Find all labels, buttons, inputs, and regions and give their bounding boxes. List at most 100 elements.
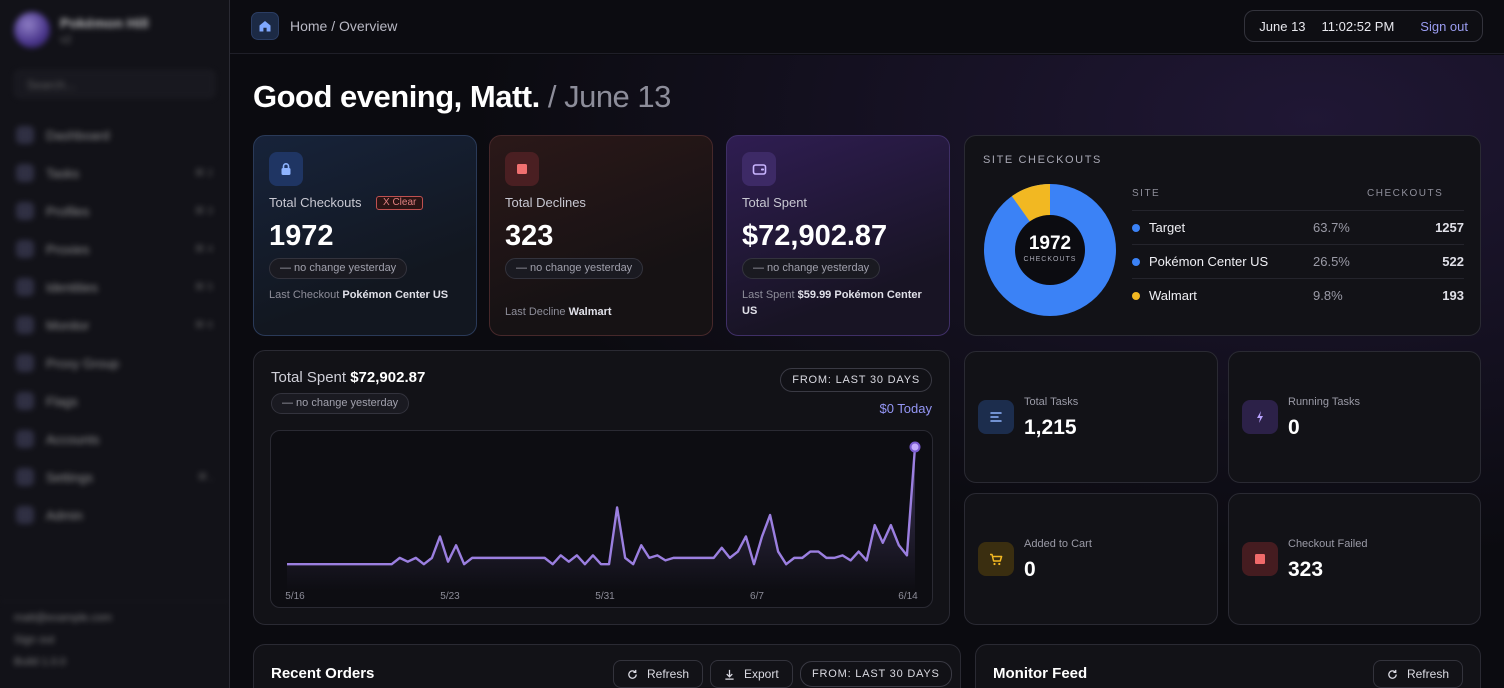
site-color-dot <box>1132 292 1140 300</box>
sidebar-item-icon <box>16 278 34 296</box>
donut-slice-walmart <box>984 184 1116 316</box>
monitor-feed-title: Monitor Feed <box>993 665 1088 682</box>
spent-area <box>287 447 915 591</box>
sidebar-item-monitor[interactable]: Monitor ⌘ 6 <box>0 306 229 344</box>
cart-icon <box>978 542 1014 576</box>
sidebar-item-icon <box>16 126 34 144</box>
checkouts-donut-chart: 1972 CHECKOUTS <box>982 182 1118 318</box>
donut-total-label: CHECKOUTS <box>1023 256 1077 263</box>
orders-range-button[interactable]: FROM: LAST 30 DAYS <box>800 661 952 687</box>
sidebar-item-admin[interactable]: Admin <box>0 496 229 534</box>
sidebar-item-tasks[interactable]: Tasks ⌘ 2 <box>0 154 229 192</box>
sidebar-item-label: Proxies <box>46 241 90 257</box>
total-checkouts-label: Total Checkouts <box>269 195 362 210</box>
running-tasks-value: 0 <box>1288 416 1300 439</box>
orders-export-label: Export <box>744 667 779 681</box>
total-tasks-card: Total Tasks 1,215 <box>964 351 1218 483</box>
x-tick-label: 5/23 <box>440 591 460 602</box>
list-icon <box>978 400 1014 434</box>
sidebar-item-proxy-group[interactable]: Proxy Group <box>0 344 229 382</box>
sidebar-search-input[interactable]: Search... <box>14 70 215 98</box>
spent-chart-title: Total Spent $72,902.87 <box>271 369 426 386</box>
orders-export-button[interactable]: Export <box>710 660 793 688</box>
sidebar-item-identities[interactable]: Identities ⌘ 5 <box>0 268 229 306</box>
site-color-dot <box>1132 224 1140 232</box>
total-declines-card: Total Declines 323 — no change yesterday… <box>489 135 713 336</box>
wallet-icon <box>742 152 776 186</box>
sidebar-item-label: Admin <box>46 507 83 523</box>
site-color-dot <box>1132 258 1140 266</box>
refresh-icon <box>628 669 637 679</box>
donut-svg <box>984 184 1116 316</box>
sidebar-item-icon <box>16 506 34 524</box>
site-percent: 9.8% <box>1313 288 1343 303</box>
spent-range-button[interactable]: FROM: LAST 30 DAYS <box>780 368 932 392</box>
monitor-refresh-button[interactable]: Refresh <box>1372 660 1463 688</box>
site-checkouts-title: SITE CHECKOUTS <box>983 154 1102 166</box>
col-site-header: SITE <box>1132 188 1161 199</box>
bolt-icon <box>1242 400 1278 434</box>
running-tasks-card: Running Tasks 0 <box>1228 351 1481 483</box>
sidebar-item-dashboard[interactable]: Dashboard <box>0 116 229 154</box>
page-title: Good evening, Matt. / June 13 <box>253 79 671 115</box>
total-declines-value: 323 <box>505 220 554 252</box>
greeting-text: Good evening, Matt. <box>253 79 540 114</box>
last-spent-info: Last Spent $59.99 Pokémon Center US <box>742 289 922 317</box>
spent-today: $0 Today <box>879 401 932 416</box>
sidebar-item-label: Dashboard <box>46 127 110 143</box>
orders-refresh-button[interactable]: Refresh <box>613 660 704 688</box>
sidebar-item-shortcut: ⌘ 2 <box>194 167 213 179</box>
site-row-pok-mon-center-us: Pokémon Center US 26.5% 522 <box>1132 244 1464 278</box>
sidebar-item-icon <box>16 430 34 448</box>
sidebar-item-proxies[interactable]: Proxies ⌘ 4 <box>0 230 229 268</box>
added-to-cart-card: Added to Cart 0 <box>964 493 1218 625</box>
footer-signout-link[interactable]: Sign out <box>14 634 55 646</box>
sidebar-item-label: Monitor <box>46 317 90 333</box>
footer-email: matt@example.com <box>14 612 112 624</box>
spent-line-chart: 5/16 5/23 5/31 6/7 6/14 <box>270 430 933 608</box>
sidebar-footer: matt@example.com Sign out Build 1.0.0 <box>0 601 229 688</box>
profile-name: Pokémon Hill <box>60 14 149 31</box>
home-button[interactable] <box>251 12 279 40</box>
sign-out-link[interactable]: Sign out <box>1420 18 1468 34</box>
sidebar-item-label: Settings <box>46 469 93 485</box>
total-spent-label: Total Spent <box>742 195 808 210</box>
site-count: 193 <box>1442 288 1464 303</box>
clear-checkouts-button[interactable]: X Clear <box>376 196 424 210</box>
refresh-icon <box>1388 669 1397 679</box>
greeting-date: / June 13 <box>539 79 672 114</box>
site-row-walmart: Walmart 9.8% 193 <box>1132 278 1464 312</box>
spent-last-point[interactable] <box>909 441 921 453</box>
sidebar-item-label: Accounts <box>46 431 100 447</box>
sidebar-item-shortcut: ⌘ 5 <box>194 281 213 293</box>
monitor-feed-card: Monitor Feed Refresh <box>975 644 1481 688</box>
checkout-failed-value: 323 <box>1288 558 1324 581</box>
sidebar-profile[interactable]: Pokémon Hill v2 <box>0 0 229 60</box>
checkout-failed-label: Checkout Failed <box>1288 538 1368 550</box>
sidebar-item-flags[interactable]: Flags <box>0 382 229 420</box>
site-row-target: Target 63.7% 1257 <box>1132 210 1464 244</box>
main-content: Good evening, Matt. / June 13 Total Chec… <box>230 55 1504 688</box>
sidebar-item-icon <box>16 468 34 486</box>
spent-chart-change-badge: — no change yesterday <box>271 393 410 414</box>
spent-series-line <box>287 446 917 566</box>
sidebar: Pokémon Hill v2 Search... Dashboard Tasks… <box>0 0 230 688</box>
sidebar-item-settings[interactable]: Settings ⌘ , <box>0 458 229 496</box>
sidebar-item-shortcut: ⌘ 4 <box>194 243 213 255</box>
x-tick-label: 6/7 <box>750 591 764 602</box>
sidebar-item-icon <box>16 316 34 334</box>
sidebar-item-accounts[interactable]: Accounts <box>0 420 229 458</box>
spent-chart-svg: 5/16 5/23 5/31 6/7 6/14 <box>285 441 921 602</box>
site-name: Target <box>1149 220 1186 235</box>
total-spent-value: $72,902.87 <box>742 220 888 252</box>
checkout-failed-card: Checkout Failed 323 <box>1228 493 1481 625</box>
site-count: 522 <box>1442 254 1464 269</box>
last-decline-info: Last Decline Walmart <box>505 306 612 318</box>
total-tasks-label: Total Tasks <box>1024 396 1079 408</box>
sidebar-item-label: Tasks <box>46 165 80 181</box>
running-tasks-label: Running Tasks <box>1288 396 1360 408</box>
sidebar-item-profiles[interactable]: Profiles ⌘ 3 <box>0 192 229 230</box>
sidebar-item-shortcut: ⌘ 6 <box>194 319 213 331</box>
x-tick-label: 6/14 <box>898 591 918 602</box>
sidebar-item-shortcut: ⌘ , <box>197 471 213 483</box>
